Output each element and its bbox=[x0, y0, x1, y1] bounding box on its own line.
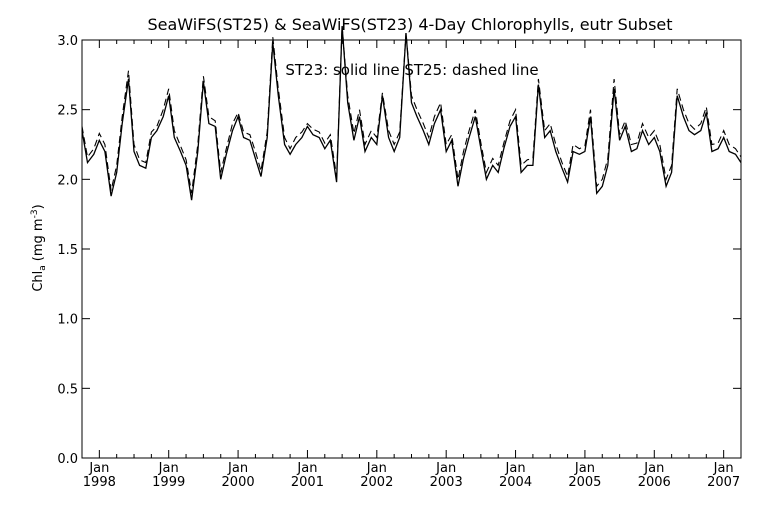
x-tick-label-month: Jan bbox=[296, 461, 317, 476]
y-axis: 0.0 0.5 1.0 1.5 2.0 2.5 3.0 bbox=[57, 34, 741, 467]
x-tick-label-month: Jan bbox=[643, 461, 664, 476]
y-tick-label: 0.0 bbox=[57, 452, 78, 467]
y-tick-label: 2.0 bbox=[57, 173, 78, 188]
y-tick-label: 0.5 bbox=[57, 382, 78, 397]
x-tick-label-month: Jan bbox=[505, 461, 526, 476]
x-tick-label-month: Jan bbox=[366, 461, 387, 476]
x-tick-label-year: 2006 bbox=[638, 475, 671, 490]
y-axis-label-sub: a bbox=[38, 265, 48, 271]
x-tick-label-year: 1998 bbox=[83, 475, 116, 490]
x-tick-label-year: 2004 bbox=[499, 475, 532, 490]
x-tick-label-year: 2005 bbox=[568, 475, 601, 490]
x-tick-label-month: Jan bbox=[713, 461, 734, 476]
legend: ST23: solid line ST25: dashed line bbox=[285, 61, 538, 79]
x-axis: Jan1998Jan1999Jan2000Jan2001Jan2002Jan20… bbox=[83, 40, 742, 490]
y-tick-label: 1.5 bbox=[57, 243, 78, 258]
x-tick-label-year: 2007 bbox=[707, 475, 740, 490]
y-tick-label: 3.0 bbox=[57, 34, 78, 49]
series-line-st23 bbox=[81, 26, 742, 201]
x-tick-label-month: Jan bbox=[227, 461, 248, 476]
x-tick-label-month: Jan bbox=[158, 461, 179, 476]
x-tick-label-year: 2002 bbox=[360, 475, 393, 490]
chart-title: SeaWiFS(ST25) & SeaWiFS(ST23) 4-Day Chlo… bbox=[147, 15, 672, 34]
x-tick-label-month: Jan bbox=[574, 461, 595, 476]
x-tick-label-year: 2000 bbox=[222, 475, 255, 490]
y-tick-label: 2.5 bbox=[57, 104, 78, 119]
x-tick-label-year: 1999 bbox=[152, 475, 185, 490]
y-axis-label-units-sup: -3 bbox=[30, 209, 40, 218]
y-axis-label-units-close: ) bbox=[31, 204, 46, 209]
series-group bbox=[81, 26, 742, 201]
svg-text:Chla(mg m-3): Chla (mg m-3) bbox=[30, 204, 48, 291]
y-axis-label-units: (mg m bbox=[31, 218, 46, 261]
series-line-st25 bbox=[81, 26, 742, 194]
x-tick-label-month: Jan bbox=[88, 461, 109, 476]
x-tick-label-month: Jan bbox=[435, 461, 456, 476]
y-axis-label: Chla (mg m-3) bbox=[30, 204, 48, 291]
x-tick-label-year: 2003 bbox=[430, 475, 463, 490]
y-tick-label: 1.0 bbox=[57, 313, 78, 328]
y-axis-label-main: Chl bbox=[31, 271, 46, 292]
x-tick-label-year: 2001 bbox=[291, 475, 324, 490]
